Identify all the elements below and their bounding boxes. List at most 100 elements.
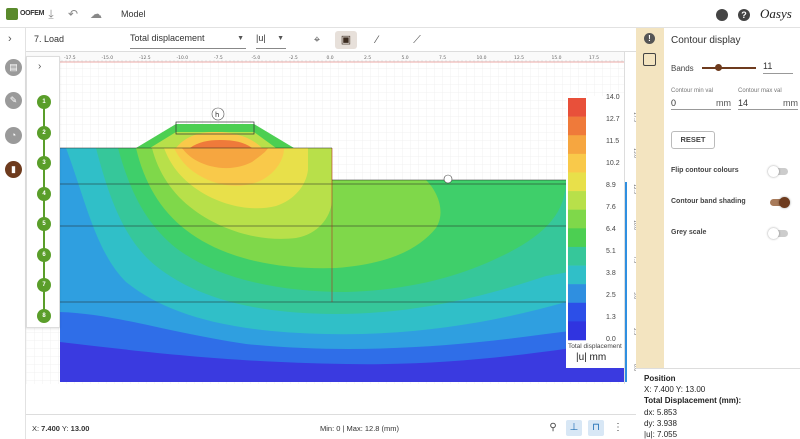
load-marker	[211, 107, 225, 121]
ruler-y-tick-label: 7.5	[632, 256, 637, 263]
stage-label[interactable]: 7. Load	[34, 34, 65, 44]
contour-max-label: Contour max val	[738, 88, 782, 94]
contour-min-label: Contour min val	[671, 88, 714, 94]
user-icon[interactable]	[716, 9, 728, 21]
contour-plot[interactable]: -17.5 -15.0 -12.5 -10.0 -7.5 -5.0 -2.5 0.0 2.5 5.…	[26, 52, 636, 384]
info-icon[interactable]: !	[644, 33, 655, 44]
bands-slider-thumb[interactable]	[714, 64, 722, 71]
app-logo[interactable]: OOFEM	[6, 6, 44, 22]
stage-8-button[interactable]: 8	[37, 308, 51, 323]
grey-scale-toggle[interactable]	[768, 228, 788, 239]
stage-4-button[interactable]: 4	[37, 186, 51, 201]
component-value: |u|	[256, 33, 266, 43]
download-icon[interactable]: ⤓	[48, 7, 54, 21]
select-tool-icon[interactable]: ⌖	[313, 34, 321, 46]
ruler-x-tick-label: 15.0	[552, 55, 562, 61]
ruler-x-tick-label: 10.0	[477, 55, 487, 61]
ruler-x-tick-label: 7.5	[439, 55, 446, 61]
stage-2-button[interactable]: 2	[37, 125, 51, 140]
legend-band-9	[568, 265, 586, 285]
result-type-dropdown[interactable]: Total displacement ▼	[130, 30, 246, 49]
legend-band-2	[568, 135, 586, 155]
support-view-icon[interactable]: ⊥	[566, 420, 582, 436]
displacement-dy: dy: 3.938	[644, 419, 677, 428]
expand-rail-chevron-icon[interactable]: ›	[8, 33, 12, 45]
legend-band-5	[568, 191, 586, 210]
help-icon[interactable]: ?	[738, 9, 750, 21]
displacement-magnitude: |u|: 7.055	[644, 430, 678, 439]
bands-slider-track[interactable]	[702, 67, 756, 69]
legend-band-4	[568, 172, 586, 192]
legend-tick-label: 1.3	[606, 314, 616, 321]
contour-tool-icon[interactable]: ▣	[335, 31, 357, 49]
dropdown-arrow-icon: ▼	[237, 35, 244, 42]
stage-line	[43, 99, 45, 311]
bands-label: Bands	[671, 64, 694, 73]
legend-tick-label: 8.9	[606, 182, 616, 189]
band-shading-label: Contour band shading	[671, 198, 746, 205]
stage-5-button[interactable]: 5	[37, 217, 51, 231]
coord-y-value: 13.00	[70, 424, 90, 433]
stage-6-button[interactable]: 6	[37, 247, 51, 262]
ruler-y-tick-label: 2.5	[632, 328, 637, 335]
left-rail: › ▤ ✎ ◔ ▮	[0, 28, 26, 439]
ruler-x-tick-label: -7.5	[214, 55, 223, 61]
contour-display-panel: Contour display Bands 11 Contour min val…	[664, 28, 800, 368]
contour-max-input[interactable]: 14 mm	[738, 96, 798, 110]
ruler-x-tick-label: -15.0	[102, 55, 114, 61]
ruler-x-tick-label: 2.5	[364, 55, 371, 61]
ruler-x-tick-label: 5.0	[402, 55, 409, 61]
legend-tick-label: 11.5	[606, 138, 620, 145]
legend-tick-label: 0.0	[606, 336, 616, 343]
right-tab-strip	[636, 28, 664, 368]
stage-stepper: › 1 2 3 4 5 6 7 8	[26, 56, 60, 328]
undo-icon[interactable]: ↶	[67, 7, 79, 21]
reset-button[interactable]: RESET	[671, 131, 715, 149]
legend-tick-label: 6.4	[606, 226, 616, 233]
contour-display-icon[interactable]	[643, 53, 656, 66]
logo-cube-icon	[6, 8, 18, 20]
logo-text: OOFEM	[20, 10, 45, 17]
stage-collapse-chevron-icon[interactable]: ›	[38, 61, 42, 72]
vertical-ruler-ticks: 17.5 15.0 12.5 10.0 7.5 5.0 2.5 0.0	[625, 112, 638, 382]
graph-tool-icon[interactable]: ⟋	[413, 34, 421, 46]
legend-tick-label: 2.5	[606, 292, 616, 299]
wrench-icon[interactable]: ✎	[5, 92, 22, 109]
ruler-x-tick-label: -17.5	[64, 55, 76, 61]
load-view-icon[interactable]: ⊓	[588, 420, 604, 436]
contour-band	[182, 148, 268, 169]
stage-3-button[interactable]: 3	[37, 156, 51, 170]
results-chart-icon[interactable]: ▮	[5, 161, 22, 178]
contour-legend: 14.0 12.7 11.5 10.2 8.9 7.6 6.4 5.1 3.8 2.5 1.3 0.0…	[566, 94, 624, 368]
legend-band-11	[568, 302, 586, 322]
legend-band-1	[568, 116, 586, 136]
cloud-icon[interactable]: ☁	[90, 7, 102, 21]
more-options-icon[interactable]: ⋮	[613, 422, 623, 433]
band-shading-toggle[interactable]	[770, 197, 790, 208]
stage-1-button[interactable]: 1	[37, 95, 51, 109]
flip-colours-toggle[interactable]	[768, 166, 788, 177]
component-dropdown[interactable]: |u| ▼	[256, 30, 286, 49]
legend-band-8	[568, 246, 586, 266]
ruler-highlight	[625, 182, 627, 382]
ruler-x-tick-label: -10.0	[177, 55, 189, 61]
result-type-value: Total displacement	[130, 33, 205, 43]
position-xy: X: 7.400 Y: 13.00	[644, 385, 706, 394]
bands-input[interactable]: 11	[763, 59, 793, 74]
legend-unit: |u| mm	[576, 352, 607, 363]
contour-min-input[interactable]: 0 mm	[671, 96, 731, 110]
model-canvas[interactable]: -17.5 -15.0 -12.5 -10.0 -7.5 -5.0 -2.5 0.0 2.5 5.…	[26, 52, 636, 384]
stage-7-button[interactable]: 7	[37, 278, 51, 292]
analysis-icon[interactable]: ◔	[5, 127, 22, 144]
legend-tick-label: 7.6	[606, 204, 616, 211]
contour-max-value: 14	[738, 98, 749, 108]
top-bar: OOFEM ⤓ ↶ ☁ Model ? Oasys	[0, 0, 800, 28]
vector-tool-icon[interactable]: ⁄	[376, 34, 378, 46]
document-icon[interactable]: ▤	[5, 59, 22, 76]
cursor-coordinates: X: 7.400 Y: 13.00	[32, 424, 89, 433]
zoom-icon[interactable]: ⚲	[549, 422, 557, 433]
model-tab[interactable]: Model	[121, 9, 146, 19]
position-title: Position	[644, 374, 676, 383]
brand-logo: Oasys	[760, 6, 792, 21]
position-panel: Position X: 7.400 Y: 13.00 Total Displac…	[636, 368, 800, 439]
